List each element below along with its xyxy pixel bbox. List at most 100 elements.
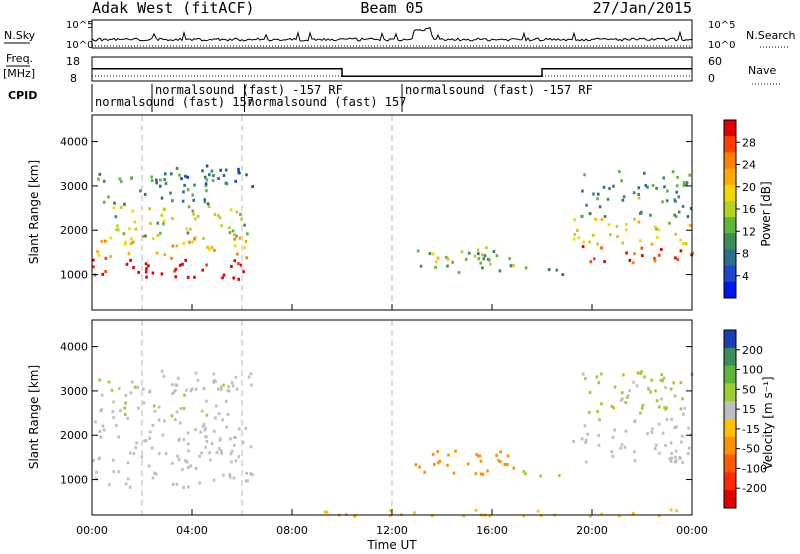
range-gate-cell — [229, 437, 232, 441]
range-gate-cell — [155, 251, 159, 255]
range-gate-cell — [657, 514, 661, 518]
range-gate-cell — [237, 455, 241, 459]
range-gate-cell — [242, 270, 245, 274]
range-gate-cell — [423, 470, 426, 474]
colorbar-tick-label: -200 — [742, 482, 767, 495]
range-gate-cell — [589, 212, 592, 216]
range-gate-cell — [98, 172, 102, 176]
range-gate-cell — [674, 455, 677, 459]
range-gate-cell — [524, 472, 527, 476]
range-gate-cell — [157, 418, 161, 422]
range-gate-cell — [675, 425, 678, 429]
range-gate-cell — [655, 443, 658, 447]
range-gate-cell — [130, 237, 133, 241]
colorbar-segment — [724, 436, 736, 456]
range-gate-cell — [187, 442, 190, 446]
range-gate-cell — [639, 411, 642, 415]
range-gate-cell — [185, 460, 189, 464]
range-gate-cell — [147, 464, 151, 468]
range-gate-cell — [230, 449, 234, 453]
power-panel: 1000 2000 3000 4000 Slant Range [km] — [27, 114, 695, 311]
colorbar-segment — [724, 249, 736, 267]
range-gate-cell — [205, 189, 208, 193]
range-gate-cell — [186, 175, 189, 179]
range-gate-cell — [174, 418, 177, 422]
range-gate-cell — [119, 409, 122, 413]
range-gate-cell — [654, 389, 657, 393]
range-gate-cell — [130, 380, 134, 384]
noise-left-tick-top: 10^5 — [66, 20, 93, 31]
range-gate-cell — [418, 465, 421, 469]
range-gate-cell — [112, 470, 115, 473]
range-gate-cell — [669, 459, 673, 463]
colorbar-tick-label: -50 — [742, 443, 760, 456]
range-gate-cell — [210, 169, 214, 173]
range-gate-cell — [188, 240, 191, 244]
range-gate-cell — [174, 267, 178, 271]
range-gate-cell — [109, 254, 112, 258]
range-gate-cell — [163, 253, 167, 257]
range-gate-cell — [389, 509, 392, 513]
range-gate-cell — [508, 257, 511, 261]
range-gate-cell — [679, 238, 682, 242]
colorbar-tick-label: 50 — [742, 383, 756, 396]
range-gate-cell — [641, 254, 644, 258]
range-gate-cell — [193, 275, 196, 279]
range-gate-cell — [157, 405, 161, 409]
range-gate-cell — [222, 383, 225, 387]
range-gate-cell — [468, 251, 471, 255]
range-gate-cell — [668, 221, 671, 225]
range-gate-cell — [650, 431, 654, 434]
range-gate-cell — [591, 233, 595, 237]
range-gate-cell — [503, 463, 506, 466]
range-gate-cell — [687, 426, 690, 430]
range-gate-cell — [573, 218, 576, 222]
range-gate-cell — [185, 227, 188, 231]
range-gate-cell — [234, 179, 237, 183]
range-gate-cell — [644, 184, 648, 187]
range-gate-cell — [658, 405, 661, 409]
colorbar-segment — [724, 168, 736, 186]
range-gate-cell — [682, 184, 686, 187]
nsearch-label: N.Search — [746, 29, 796, 42]
colorbar-tick-label: 20 — [742, 181, 756, 194]
range-gate-cell — [243, 246, 246, 250]
range-gate-cell — [600, 512, 603, 516]
range-gate-cell — [205, 164, 209, 168]
range-gate-cell — [122, 202, 126, 206]
range-gate-cell — [153, 409, 157, 413]
colorbar-tick-label: 200 — [742, 344, 763, 357]
range-gate-cell — [111, 410, 115, 414]
colorbar-segment — [724, 401, 736, 420]
range-gate-cell — [413, 511, 416, 515]
range-gate-cell — [651, 183, 655, 187]
range-gate-cell — [446, 257, 450, 261]
range-gate-cell — [414, 463, 418, 467]
range-gate-cell — [228, 226, 231, 230]
range-gate-cell — [230, 264, 233, 268]
range-gate-cell — [189, 464, 193, 468]
freq-unit-label: [MHz] — [3, 67, 35, 80]
x-axis-ticks: 00:00 04:00 08:00 12:00 16:00 20:00 00:00 — [76, 304, 708, 537]
range-gate-cell — [650, 378, 653, 382]
range-gate-cell — [174, 275, 177, 279]
range-gate-cell — [205, 399, 208, 403]
range-gate-cell — [536, 509, 540, 513]
range-gate-cell — [217, 214, 220, 218]
range-gate-cell — [184, 459, 187, 463]
range-gate-cell — [237, 262, 240, 266]
range-gate-cell — [228, 475, 232, 479]
range-gate-cell — [246, 479, 249, 483]
range-gate-cell — [481, 253, 484, 257]
power-y-ticks: 1000 2000 3000 4000 — [60, 136, 692, 282]
range-gate-cell — [124, 401, 128, 405]
range-gate-cell — [640, 246, 644, 250]
range-gate-cell — [171, 461, 174, 465]
range-gate-cell — [119, 180, 123, 184]
range-gate-cell — [466, 462, 470, 466]
range-gate-cell — [555, 268, 559, 272]
range-gate-cell — [219, 385, 223, 389]
range-gate-cell — [445, 256, 448, 259]
range-gate-cell — [97, 253, 101, 257]
range-gate-cell — [651, 427, 654, 431]
